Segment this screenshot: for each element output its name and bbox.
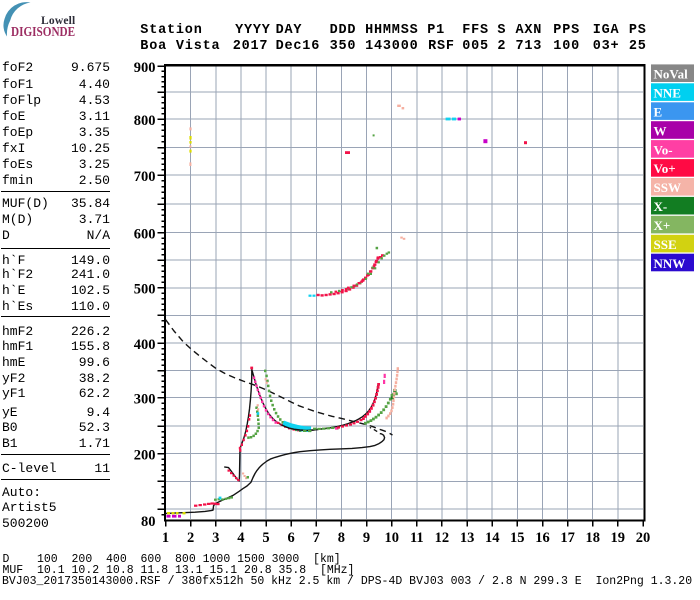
svg-text:15: 15 <box>510 530 525 546</box>
svg-text:700: 700 <box>134 169 156 185</box>
svg-text:14: 14 <box>485 530 500 546</box>
svg-text:X-: X- <box>654 199 668 214</box>
svg-text:3: 3 <box>212 530 219 546</box>
svg-text:4: 4 <box>237 530 244 546</box>
svg-text:NNE: NNE <box>654 86 681 101</box>
svg-text:900: 900 <box>134 60 156 76</box>
svg-text:Vo-: Vo- <box>654 142 673 157</box>
svg-text:SSE: SSE <box>654 237 677 252</box>
svg-text:17: 17 <box>560 530 575 546</box>
svg-text:NoVal: NoVal <box>654 67 689 82</box>
svg-text:300: 300 <box>134 391 156 407</box>
svg-text:18: 18 <box>585 530 600 546</box>
svg-text:6: 6 <box>287 530 294 546</box>
svg-text:16: 16 <box>535 530 550 546</box>
svg-text:W: W <box>654 123 667 138</box>
svg-text:5: 5 <box>262 530 269 546</box>
svg-text:2: 2 <box>187 530 194 546</box>
svg-text:500: 500 <box>134 282 156 298</box>
svg-text:7: 7 <box>313 530 320 546</box>
svg-text:19: 19 <box>611 530 626 546</box>
svg-text:10: 10 <box>384 530 399 546</box>
svg-text:8: 8 <box>338 530 345 546</box>
svg-text:9: 9 <box>363 530 370 546</box>
svg-text:80: 80 <box>141 514 156 530</box>
svg-text:X+: X+ <box>654 218 671 233</box>
svg-text:E: E <box>654 105 663 120</box>
svg-text:600: 600 <box>134 226 156 242</box>
svg-text:200: 200 <box>134 448 156 464</box>
svg-text:12: 12 <box>435 530 450 546</box>
svg-text:Vo+: Vo+ <box>654 161 676 176</box>
svg-text:1: 1 <box>162 530 169 546</box>
svg-text:20: 20 <box>636 530 651 546</box>
svg-text:13: 13 <box>460 530 475 546</box>
svg-text:800: 800 <box>134 113 156 129</box>
svg-text:400: 400 <box>134 337 156 353</box>
svg-text:11: 11 <box>410 530 424 546</box>
svg-text:SSW: SSW <box>654 180 681 195</box>
svg-text:NNW: NNW <box>654 256 686 271</box>
